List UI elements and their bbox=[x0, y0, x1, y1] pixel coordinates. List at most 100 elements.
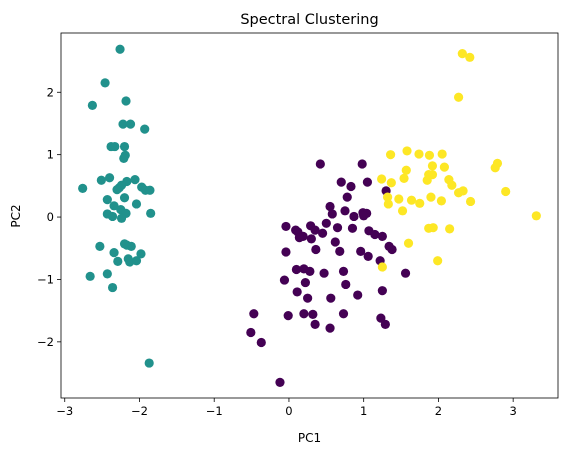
data-point bbox=[283, 311, 293, 321]
data-point bbox=[437, 149, 447, 159]
data-point bbox=[439, 162, 449, 172]
y-tick-label: −2 bbox=[37, 335, 54, 349]
data-point bbox=[113, 256, 123, 266]
y-tick-label: 2 bbox=[47, 85, 54, 99]
data-point bbox=[140, 124, 150, 134]
y-axis-label: PC2 bbox=[9, 204, 23, 227]
data-point bbox=[281, 221, 291, 232]
data-point bbox=[415, 198, 425, 208]
data-point bbox=[349, 211, 359, 222]
data-point bbox=[385, 150, 396, 160]
y-axis: −2 −1 0 1 2 bbox=[37, 85, 61, 349]
data-point bbox=[104, 173, 115, 183]
data-point bbox=[377, 174, 387, 184]
data-point bbox=[458, 186, 468, 196]
data-point bbox=[95, 241, 105, 251]
data-point bbox=[436, 196, 447, 206]
data-point bbox=[427, 161, 438, 171]
data-point bbox=[279, 275, 290, 285]
data-point bbox=[319, 268, 329, 278]
y-tick-label: −1 bbox=[37, 272, 54, 286]
data-point bbox=[346, 181, 356, 192]
x-tick-label: 3 bbox=[509, 404, 516, 418]
data-point bbox=[340, 206, 350, 216]
data-point bbox=[291, 225, 301, 235]
x-axis: −3 −2 −1 0 1 2 3 bbox=[56, 398, 517, 418]
y-tick-label: 0 bbox=[47, 210, 54, 224]
data-point bbox=[106, 141, 116, 152]
data-point bbox=[406, 195, 417, 205]
x-tick-label: −3 bbox=[56, 404, 73, 418]
data-point bbox=[326, 293, 336, 303]
data-point bbox=[299, 309, 309, 319]
data-point bbox=[332, 223, 343, 233]
data-point bbox=[121, 96, 131, 106]
data-point bbox=[327, 209, 337, 219]
x-tick-label: 1 bbox=[360, 404, 367, 418]
data-point bbox=[341, 279, 351, 290]
data-point bbox=[356, 246, 366, 256]
data-point bbox=[305, 266, 315, 276]
data-point bbox=[102, 269, 112, 279]
x-tick-label: 0 bbox=[285, 404, 292, 418]
data-point bbox=[119, 239, 130, 249]
data-point bbox=[383, 199, 393, 209]
data-point bbox=[294, 233, 305, 243]
data-point bbox=[370, 229, 380, 240]
data-point bbox=[146, 208, 156, 218]
data-point bbox=[292, 287, 302, 297]
x-tick-label: 2 bbox=[435, 404, 442, 418]
data-point bbox=[115, 44, 125, 54]
data-point bbox=[131, 199, 142, 209]
data-point bbox=[338, 266, 349, 276]
data-point bbox=[118, 119, 128, 129]
data-point bbox=[306, 234, 316, 244]
data-point bbox=[386, 178, 396, 188]
data-point bbox=[119, 141, 130, 152]
data-point bbox=[377, 231, 387, 241]
data-point bbox=[531, 211, 541, 221]
plot-frame bbox=[60, 32, 559, 399]
data-point bbox=[490, 163, 500, 173]
data-point bbox=[107, 211, 118, 222]
data-point bbox=[447, 180, 457, 190]
data-point bbox=[102, 194, 112, 205]
data-point bbox=[402, 146, 412, 156]
data-point bbox=[109, 248, 119, 258]
data-point bbox=[107, 282, 118, 293]
data-point bbox=[87, 100, 97, 110]
data-point bbox=[377, 286, 387, 296]
data-point bbox=[281, 247, 291, 257]
y-tick-label: 1 bbox=[47, 148, 54, 162]
data-point bbox=[359, 211, 369, 221]
data-point bbox=[357, 159, 367, 169]
data-point bbox=[387, 244, 397, 255]
data-point bbox=[145, 185, 155, 195]
data-point bbox=[399, 173, 409, 183]
data-point bbox=[311, 244, 321, 255]
data-point bbox=[325, 201, 335, 212]
data-point bbox=[330, 237, 340, 247]
data-point bbox=[433, 256, 443, 266]
data-point bbox=[401, 165, 411, 175]
data-point bbox=[131, 256, 142, 266]
data-point bbox=[424, 150, 435, 160]
data-point bbox=[428, 223, 438, 233]
data-point bbox=[246, 327, 256, 338]
data-point bbox=[317, 228, 328, 238]
data-point bbox=[85, 271, 95, 281]
x-tick-label: −2 bbox=[131, 404, 148, 418]
data-point bbox=[125, 119, 136, 129]
data-point bbox=[457, 48, 467, 59]
data-point bbox=[383, 192, 393, 202]
data-point bbox=[303, 293, 313, 303]
data-point bbox=[454, 92, 464, 102]
data-point bbox=[100, 78, 110, 88]
data-point bbox=[338, 309, 349, 319]
data-point bbox=[109, 201, 119, 211]
data-point bbox=[394, 194, 404, 204]
data-point bbox=[347, 223, 358, 233]
data-point bbox=[422, 175, 432, 185]
data-point bbox=[403, 238, 414, 248]
x-tick-label: −1 bbox=[206, 404, 223, 418]
